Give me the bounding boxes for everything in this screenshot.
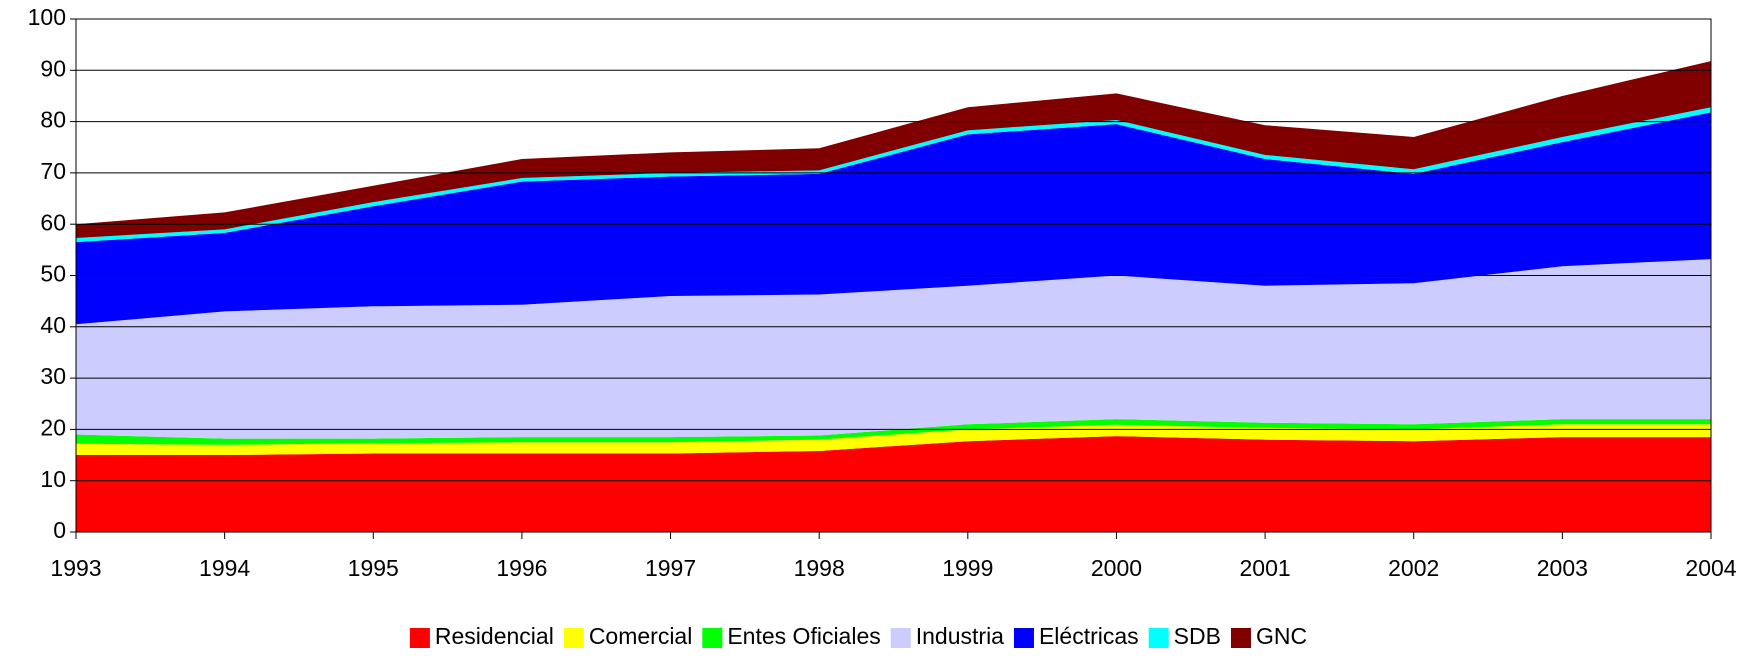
x-tick-label: 1996 <box>496 555 547 581</box>
x-tick-label: 1998 <box>794 555 845 581</box>
legend-swatch <box>1148 628 1169 648</box>
x-tick-label: 2004 <box>1685 555 1736 581</box>
legend-label: GNC <box>1256 623 1307 649</box>
legend-label: Residencial <box>435 623 554 649</box>
legend-swatch <box>1230 628 1251 648</box>
x-tick-label: 1999 <box>942 555 993 581</box>
y-tick-label: 20 <box>40 414 66 440</box>
legend-label: Eléctricas <box>1039 623 1139 649</box>
y-tick-label: 90 <box>40 55 66 81</box>
area <box>76 112 1711 325</box>
y-tick-label: 40 <box>40 312 66 338</box>
x-tick-label: 2003 <box>1537 555 1588 581</box>
plot-border <box>75 18 1712 533</box>
area <box>76 424 1711 456</box>
area <box>76 436 1711 532</box>
legend-label: Comercial <box>589 623 693 649</box>
x-tick-label: 2001 <box>1240 555 1291 581</box>
y-tick-label: 100 <box>28 4 66 30</box>
legend-label: SDB <box>1174 623 1221 649</box>
area <box>76 259 1711 439</box>
x-tick-label: 1994 <box>199 555 250 581</box>
legend-label: Industria <box>916 623 1004 649</box>
legend: Residencial Comercial Entes Oficiales Indus… <box>409 623 1307 649</box>
legend-swatch <box>1013 628 1034 648</box>
area <box>76 419 1711 445</box>
x-tick-label: 2002 <box>1388 555 1439 581</box>
area <box>76 61 1711 239</box>
y-tick-label: 10 <box>40 466 66 492</box>
legend-swatch <box>890 628 911 648</box>
legend-label: Entes Oficiales <box>727 623 880 649</box>
y-tick-label: 0 <box>53 517 66 543</box>
x-tick-label: 1995 <box>348 555 399 581</box>
y-tick-label: 50 <box>40 261 66 287</box>
x-tick-label: 1997 <box>645 555 696 581</box>
y-tick-label: 30 <box>40 363 66 389</box>
area <box>76 107 1711 243</box>
y-tick-label: 60 <box>40 209 66 235</box>
x-tick-label: 2000 <box>1091 555 1142 581</box>
legend-swatch <box>409 628 430 648</box>
legend-swatch <box>702 628 723 648</box>
y-tick-label: 80 <box>40 107 66 133</box>
x-tick-label: 1993 <box>50 555 101 581</box>
y-tick-label: 70 <box>40 158 66 184</box>
legend-swatch <box>563 628 584 648</box>
